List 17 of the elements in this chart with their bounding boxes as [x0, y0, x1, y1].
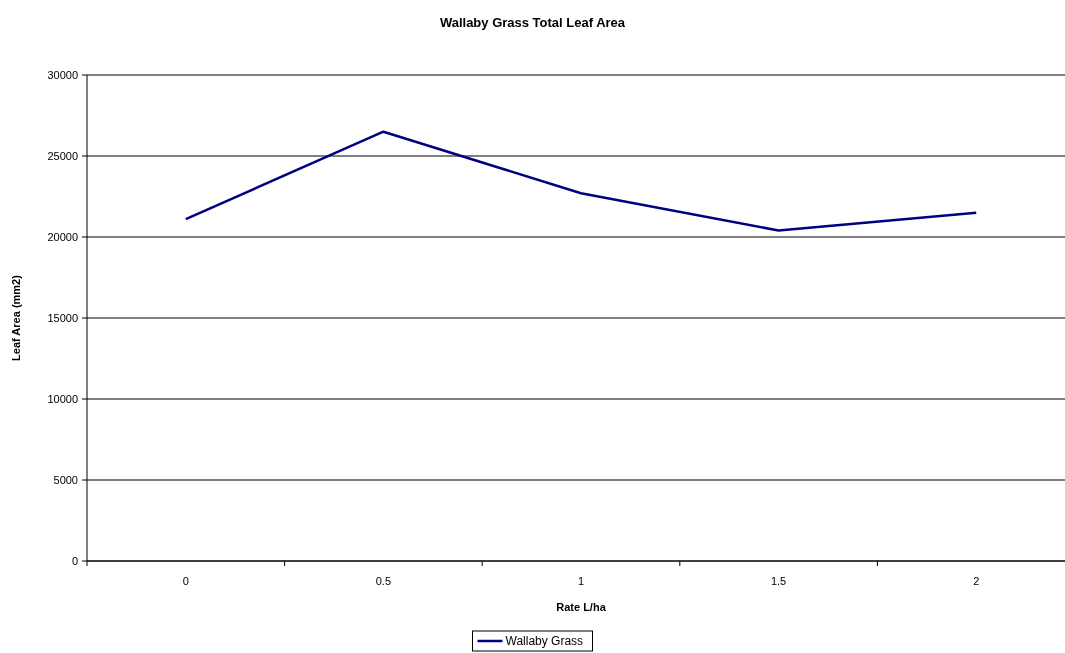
y-tick-label: 10000 [47, 393, 78, 405]
y-tick-label: 30000 [47, 69, 78, 81]
y-axis-title: Leaf Area (mm2) [10, 274, 22, 361]
y-tick-label: 25000 [47, 150, 78, 162]
x-tick-label: 0.5 [375, 575, 392, 587]
x-tick-label: 2 [973, 575, 980, 587]
y-tick-label: 5000 [53, 474, 78, 486]
legend-label: Wallaby Grass [505, 634, 584, 648]
x-axis-title: Rate L/ha [556, 601, 607, 613]
x-tick-label: 1.5 [770, 575, 787, 587]
chart-title: Wallaby Grass Total Leaf Area [439, 15, 626, 30]
y-tick-label: 0 [71, 555, 78, 567]
x-tick-label: 1 [577, 575, 585, 587]
y-tick-label: 20000 [47, 231, 78, 243]
y-tick-label: 15000 [47, 312, 78, 324]
line-series [184, 130, 978, 232]
x-tick-label: 0 [182, 575, 189, 587]
